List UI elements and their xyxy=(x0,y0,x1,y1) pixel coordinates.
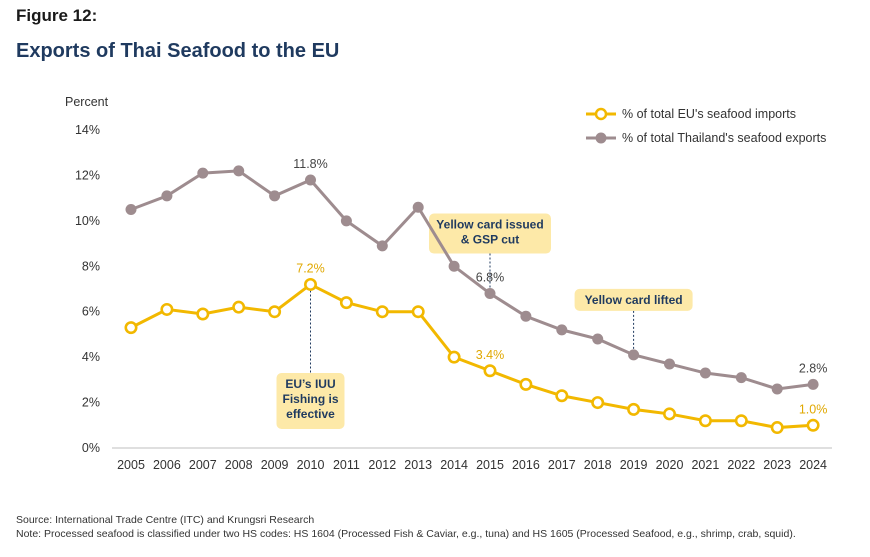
data-point xyxy=(483,364,497,378)
y-tick-label: 12% xyxy=(75,168,100,182)
data-point xyxy=(375,305,389,319)
data-point xyxy=(699,367,711,379)
data-point xyxy=(591,396,605,410)
data-point xyxy=(303,277,317,291)
annotation-text: & GSP cut xyxy=(461,233,519,247)
x-tick-label: 2016 xyxy=(512,458,540,472)
y-tick-label: 8% xyxy=(82,259,100,273)
data-point xyxy=(771,383,783,395)
x-tick-label: 2022 xyxy=(727,458,755,472)
data-label: 7.2% xyxy=(296,261,325,275)
x-tick-label: 2005 xyxy=(117,458,145,472)
data-point xyxy=(340,215,352,227)
data-point xyxy=(412,201,424,213)
x-tick-label: 2008 xyxy=(225,458,253,472)
data-label: 3.4% xyxy=(476,348,505,362)
data-point xyxy=(160,302,174,316)
data-point xyxy=(484,288,496,300)
data-point xyxy=(806,418,820,432)
annotation-text: Yellow card issued xyxy=(436,218,543,232)
annotation-box xyxy=(276,373,345,429)
annotation-text: Yellow card lifted xyxy=(585,293,683,307)
x-tick-label: 2015 xyxy=(476,458,504,472)
data-point xyxy=(305,174,316,186)
y-axis-label: Percent xyxy=(65,95,109,109)
annotation-text: effective xyxy=(286,407,335,421)
source-note: Source: International Trade Centre (ITC)… xyxy=(16,514,315,526)
data-point xyxy=(268,305,282,319)
data-point xyxy=(734,414,748,428)
data-point xyxy=(770,421,784,435)
x-tick-label: 2012 xyxy=(368,458,396,472)
data-point xyxy=(627,402,641,416)
x-tick-label: 2014 xyxy=(440,458,468,472)
data-point xyxy=(269,190,281,202)
annotation-box xyxy=(574,288,693,311)
annotation-box xyxy=(429,213,551,254)
data-point xyxy=(448,260,460,272)
x-tick-label: 2018 xyxy=(584,458,612,472)
data-point xyxy=(807,378,819,390)
x-tick-label: 2011 xyxy=(333,458,360,472)
series-line-1 xyxy=(130,169,814,391)
chart-title: Exports of Thai Seafood to the EU xyxy=(16,40,340,62)
legend-marker xyxy=(595,132,607,144)
y-tick-label: 4% xyxy=(82,350,100,364)
data-label: 2.8% xyxy=(799,361,828,375)
data-label: 11.8% xyxy=(293,157,328,171)
x-tick-label: 2006 xyxy=(153,458,181,472)
y-tick-label: 10% xyxy=(75,214,100,228)
classification-note: Note: Processed seafood is classified un… xyxy=(16,528,796,540)
x-tick-label: 2021 xyxy=(691,458,719,472)
x-tick-label: 2007 xyxy=(189,458,217,472)
data-point xyxy=(698,414,712,428)
y-tick-label: 0% xyxy=(82,441,100,455)
data-label: 1.0% xyxy=(799,402,828,416)
data-point xyxy=(233,165,245,177)
annotation-text: EU’s IUU xyxy=(285,377,335,391)
data-point xyxy=(161,190,173,202)
y-tick-label: 14% xyxy=(75,123,100,137)
x-tick-label: 2020 xyxy=(656,458,684,472)
data-point xyxy=(592,333,604,345)
x-tick-label: 2017 xyxy=(548,458,576,472)
data-point xyxy=(124,321,138,335)
x-tick-label: 2019 xyxy=(620,458,648,472)
data-point xyxy=(735,372,747,384)
data-point xyxy=(664,358,675,370)
data-point xyxy=(520,310,532,322)
annotation-text: Fishing is xyxy=(282,392,338,406)
data-point xyxy=(555,389,569,403)
x-tick-label: 2024 xyxy=(799,458,827,472)
data-point xyxy=(196,307,210,321)
data-point xyxy=(376,240,388,252)
y-tick-label: 6% xyxy=(82,305,100,319)
data-point xyxy=(662,407,676,421)
data-point xyxy=(125,204,137,215)
figure-label: Figure 12: xyxy=(16,6,98,25)
legend-label: % of total Thailand's seafood exports xyxy=(622,131,826,145)
data-point xyxy=(197,167,209,179)
legend-label: % of total EU's seafood imports xyxy=(622,107,796,121)
legend-marker xyxy=(594,107,608,121)
x-tick-label: 2010 xyxy=(297,458,325,472)
data-point xyxy=(628,349,640,361)
data-point xyxy=(519,377,533,391)
data-label: 6.8% xyxy=(476,271,505,285)
data-point xyxy=(339,296,353,310)
data-point xyxy=(232,300,246,314)
x-tick-label: 2013 xyxy=(404,458,432,472)
y-tick-label: 2% xyxy=(82,396,100,410)
data-point xyxy=(556,324,568,336)
data-point xyxy=(447,350,461,364)
x-tick-label: 2023 xyxy=(763,458,791,472)
data-point xyxy=(411,305,425,319)
x-tick-label: 2009 xyxy=(261,458,289,472)
